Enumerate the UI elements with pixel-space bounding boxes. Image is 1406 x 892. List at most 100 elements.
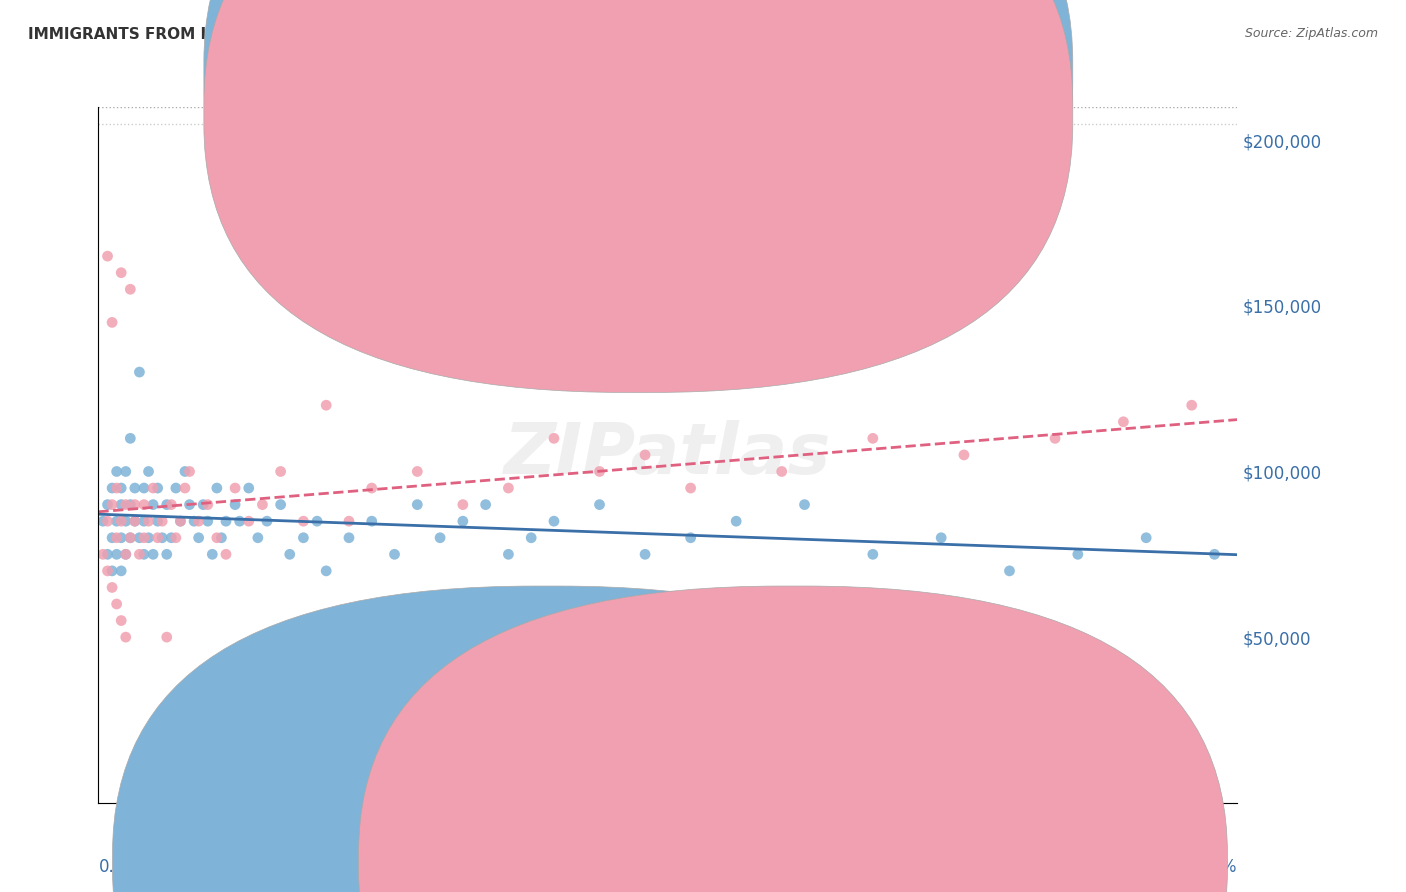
Point: [215, 547, 238, 561]
Point: [138, 465, 160, 479]
Point: [110, 614, 132, 628]
Point: [256, 514, 278, 528]
Point: [588, 465, 610, 479]
Text: N =: N =: [770, 62, 823, 80]
Point: [187, 514, 209, 528]
Point: [498, 481, 520, 495]
Point: [110, 564, 132, 578]
Point: [337, 514, 360, 528]
Point: [278, 547, 301, 561]
Text: -0.251: -0.251: [700, 62, 765, 80]
Point: [120, 431, 142, 445]
Point: [105, 481, 128, 495]
Point: [292, 531, 315, 545]
Point: [169, 514, 191, 528]
Point: [179, 465, 201, 479]
Point: [124, 481, 146, 495]
Point: [205, 531, 228, 545]
Point: [270, 465, 292, 479]
Point: [1181, 398, 1204, 412]
Point: [953, 448, 976, 462]
Text: N =: N =: [770, 103, 823, 120]
Text: 0.0%: 0.0%: [98, 858, 141, 877]
Text: ZIPatlas: ZIPatlas: [505, 420, 831, 490]
Point: [132, 481, 155, 495]
Text: R =: R =: [658, 103, 697, 120]
Point: [124, 498, 146, 512]
Point: [146, 514, 169, 528]
Point: [862, 431, 884, 445]
Point: [114, 514, 136, 528]
Point: [120, 531, 142, 545]
Point: [187, 531, 209, 545]
Point: [1204, 547, 1226, 561]
Point: [183, 514, 205, 528]
Point: [429, 531, 451, 545]
Point: [252, 498, 274, 512]
Point: [543, 431, 565, 445]
Point: [96, 249, 118, 263]
Point: [110, 481, 132, 495]
Point: [315, 398, 337, 412]
Point: [142, 498, 165, 512]
Point: [124, 514, 146, 528]
Point: [165, 481, 187, 495]
Point: [110, 514, 132, 528]
Point: [101, 531, 124, 545]
Point: [224, 481, 246, 495]
Text: R =: R =: [658, 62, 697, 80]
Point: [228, 514, 250, 528]
Point: [197, 514, 219, 528]
Point: [114, 547, 136, 561]
Point: [384, 547, 406, 561]
Point: [96, 498, 118, 512]
Point: [679, 481, 702, 495]
Point: [998, 564, 1021, 578]
Point: [201, 547, 224, 561]
Point: [179, 498, 201, 512]
Point: [1135, 531, 1157, 545]
Point: [209, 531, 232, 545]
Point: [169, 514, 191, 528]
Text: Source: ZipAtlas.com: Source: ZipAtlas.com: [1244, 27, 1378, 40]
Point: [360, 481, 382, 495]
Point: [307, 514, 329, 528]
Text: Immigrants from Belgium: Immigrants from Belgium: [815, 853, 1028, 871]
Point: [451, 498, 474, 512]
Point: [101, 498, 124, 512]
Point: [132, 514, 155, 528]
Point: [156, 547, 179, 561]
Point: [105, 597, 128, 611]
Point: [160, 498, 183, 512]
Point: [120, 282, 142, 296]
Point: [114, 630, 136, 644]
Point: [146, 481, 169, 495]
Point: [193, 498, 215, 512]
Point: [543, 514, 565, 528]
Point: [406, 498, 429, 512]
Point: [105, 465, 128, 479]
Point: [124, 514, 146, 528]
Point: [101, 564, 124, 578]
Point: [156, 630, 179, 644]
Point: [588, 498, 610, 512]
Point: [142, 547, 165, 561]
Point: [725, 514, 748, 528]
Point: [128, 531, 150, 545]
Point: [174, 465, 197, 479]
Point: [142, 481, 165, 495]
Point: [246, 531, 269, 545]
Point: [105, 514, 128, 528]
Point: [128, 365, 150, 379]
Point: [770, 465, 793, 479]
Point: [292, 514, 315, 528]
Point: [96, 547, 118, 561]
Point: [520, 531, 543, 545]
Point: [1043, 431, 1066, 445]
Text: 58: 58: [808, 103, 834, 120]
Text: 79: 79: [808, 62, 834, 80]
Text: IMMIGRANTS FROM IRAN VS IMMIGRANTS FROM BELGIUM MEDIAN MALE EARNINGS CORRELATION: IMMIGRANTS FROM IRAN VS IMMIGRANTS FROM …: [28, 27, 932, 42]
Point: [451, 514, 474, 528]
Point: [96, 514, 118, 528]
Point: [498, 547, 520, 561]
